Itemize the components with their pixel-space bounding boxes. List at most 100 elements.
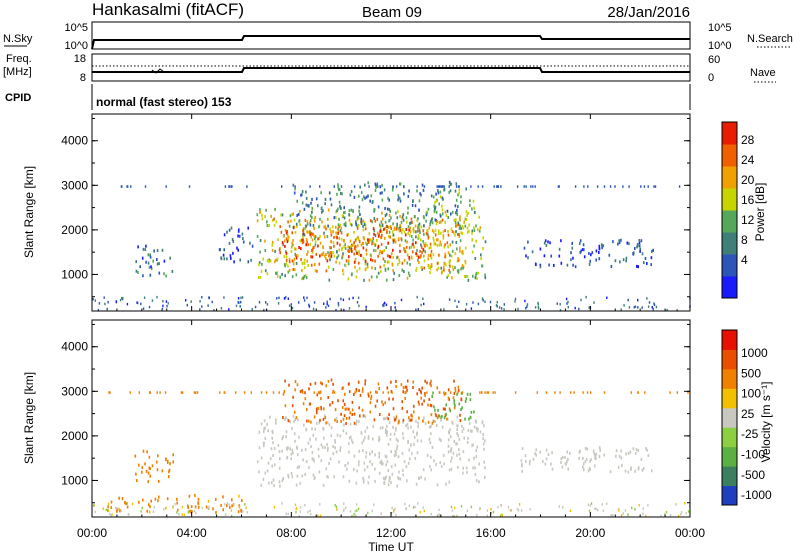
velocity-cell xyxy=(316,393,319,397)
velocity-cell xyxy=(334,504,336,507)
power-cell xyxy=(94,299,96,302)
power-cell xyxy=(423,185,426,188)
power-cell xyxy=(242,240,245,244)
velocity-cell xyxy=(282,477,284,480)
velocity-cell xyxy=(94,510,96,514)
power-cell xyxy=(412,199,414,203)
velocity-cell xyxy=(246,511,249,514)
power-cell xyxy=(454,218,457,222)
time-tick-label: 12:00 xyxy=(376,526,406,540)
velocity-cell xyxy=(377,439,380,443)
velocity-cell xyxy=(295,507,297,511)
velocity-cell xyxy=(374,404,377,408)
velocity-cell xyxy=(172,505,174,508)
velocity-cell xyxy=(275,418,277,422)
power-cell xyxy=(574,306,576,310)
velocity-cell xyxy=(490,508,492,511)
power-cell xyxy=(419,249,421,253)
power-cell xyxy=(328,191,331,195)
velocity-cell xyxy=(635,448,638,452)
power-cell xyxy=(142,274,144,278)
velocity-cell xyxy=(378,387,380,390)
velocity-cell xyxy=(545,448,548,452)
velocity-cell xyxy=(599,448,601,452)
power-cell xyxy=(439,195,442,199)
velocity-cell xyxy=(396,444,399,448)
power-cell xyxy=(386,207,389,211)
power-cell xyxy=(535,263,537,267)
velocity-cell xyxy=(195,511,197,515)
power-cell xyxy=(418,222,421,226)
velocity-cell xyxy=(284,417,286,421)
power-cell xyxy=(369,199,371,203)
velocity-cell xyxy=(408,418,410,422)
power-cell xyxy=(290,245,293,249)
velocity-cell xyxy=(436,386,438,390)
power-cell xyxy=(297,212,300,216)
power-cell xyxy=(300,193,302,197)
power-cell xyxy=(404,250,406,254)
power-cell xyxy=(382,217,384,221)
velocity-cell xyxy=(149,474,152,478)
velocity-colorbar-segment xyxy=(722,330,737,350)
power-cell xyxy=(503,308,505,311)
velocity-cell xyxy=(310,420,312,424)
power-cell xyxy=(311,216,313,219)
power-cell xyxy=(228,185,230,188)
power-cell xyxy=(637,298,639,302)
power-cell xyxy=(150,267,153,271)
power-cell xyxy=(384,267,387,271)
velocity-colorbar-segment xyxy=(722,388,737,409)
velocity-colorbar-tick: -500 xyxy=(741,468,765,482)
velocity-cell xyxy=(305,427,308,431)
power-cell xyxy=(583,255,586,259)
power-cell xyxy=(430,249,433,253)
velocity-cell xyxy=(438,414,440,418)
power-cell xyxy=(583,248,585,252)
velocity-cell xyxy=(484,466,486,470)
velocity-cell xyxy=(466,441,469,444)
velocity-cell xyxy=(431,445,434,449)
power-cell xyxy=(399,182,402,186)
power-cell xyxy=(572,256,574,260)
power-cell xyxy=(601,246,603,250)
velocity-cell xyxy=(347,461,349,465)
power-cell xyxy=(322,209,324,213)
velocity-cell xyxy=(287,512,289,516)
power-cell xyxy=(330,233,333,237)
power-cell xyxy=(453,218,456,222)
power-cell xyxy=(459,239,462,243)
power-cell xyxy=(294,185,296,188)
velocity-cell xyxy=(417,421,419,425)
velocity-cell xyxy=(465,397,468,401)
power-cell xyxy=(371,242,373,246)
power-cell xyxy=(458,300,460,303)
power-cell xyxy=(126,302,129,306)
velocity-cell xyxy=(368,475,370,479)
power-cell xyxy=(425,213,428,217)
power-cell xyxy=(441,218,444,222)
power-cell xyxy=(401,215,404,219)
velocity-cell xyxy=(343,423,345,427)
velocity-cell xyxy=(413,443,415,446)
power-cell xyxy=(482,247,484,250)
power-cell xyxy=(523,246,526,250)
power-cell xyxy=(440,243,442,247)
velocity-cell xyxy=(172,460,175,464)
power-cell xyxy=(429,242,432,246)
velocity-cell xyxy=(617,465,620,469)
power-cell xyxy=(136,301,138,304)
power-cell xyxy=(372,240,374,244)
power-cell xyxy=(383,188,386,192)
velocity-cell xyxy=(602,509,605,512)
power-cell xyxy=(185,299,187,302)
power-cell xyxy=(381,224,384,228)
power-cell xyxy=(440,271,443,275)
velocity-cell xyxy=(598,446,601,449)
velocity-cell xyxy=(390,465,393,469)
power-cell xyxy=(358,267,361,271)
power-cell xyxy=(413,245,415,249)
velocity-cell xyxy=(283,389,286,393)
velocity-cell xyxy=(312,433,315,437)
velocity-cell xyxy=(570,391,572,394)
